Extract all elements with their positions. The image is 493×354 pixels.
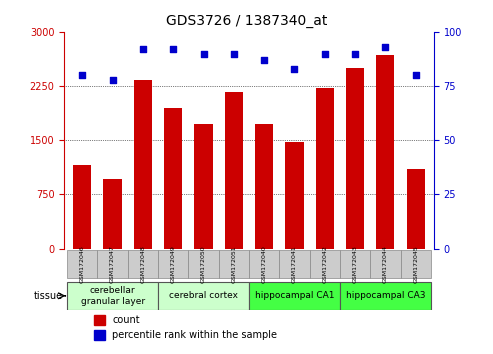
Point [200,51,208,56]
Bar [164,108,182,249]
Point [321,51,329,56]
Bar [255,124,273,249]
Text: GSM172041: GSM172041 [292,245,297,283]
Text: percentile rank within the sample: percentile rank within the sample [112,330,277,340]
FancyBboxPatch shape [249,250,279,278]
FancyBboxPatch shape [279,250,310,278]
Point [78,72,86,78]
FancyBboxPatch shape [340,250,370,278]
Text: GDS3726 / 1387340_at: GDS3726 / 1387340_at [166,14,327,28]
Text: GSM172042: GSM172042 [322,245,327,283]
Bar [316,88,334,249]
FancyBboxPatch shape [128,250,158,278]
Bar [104,178,122,249]
Bar [285,142,304,249]
FancyBboxPatch shape [310,250,340,278]
Text: hippocampal CA3: hippocampal CA3 [346,291,425,300]
Bar [73,166,91,249]
Bar [346,68,364,249]
Point [108,77,116,82]
Text: GSM172043: GSM172043 [352,245,357,283]
Point [412,72,420,78]
FancyBboxPatch shape [249,282,340,309]
Text: hippocampal CA1: hippocampal CA1 [255,291,334,300]
FancyBboxPatch shape [400,250,431,278]
Point [382,44,389,50]
Text: GSM172049: GSM172049 [171,245,176,283]
Text: GSM172050: GSM172050 [201,245,206,282]
Point [169,46,177,52]
FancyBboxPatch shape [67,250,98,278]
FancyBboxPatch shape [340,282,431,309]
FancyBboxPatch shape [370,250,400,278]
Bar [194,124,212,249]
Text: cerebellar
granular layer: cerebellar granular layer [80,286,144,306]
FancyBboxPatch shape [188,250,219,278]
Text: GSM172045: GSM172045 [413,245,418,283]
Point [351,51,359,56]
Text: GSM172047: GSM172047 [110,245,115,283]
Bar [376,55,394,249]
Bar [134,80,152,249]
Text: cerebral cortex: cerebral cortex [169,291,238,300]
Text: tissue: tissue [34,291,63,301]
Text: GSM172044: GSM172044 [383,245,388,283]
FancyBboxPatch shape [98,250,128,278]
Bar [225,92,243,249]
Text: count: count [112,315,140,325]
Bar [407,169,425,249]
Text: GSM172051: GSM172051 [231,245,236,282]
Text: GSM172046: GSM172046 [80,245,85,283]
FancyBboxPatch shape [158,282,249,309]
Point [139,46,147,52]
Text: GSM172040: GSM172040 [262,245,267,283]
FancyBboxPatch shape [158,250,188,278]
FancyBboxPatch shape [219,250,249,278]
Point [290,66,298,72]
Text: GSM172048: GSM172048 [141,245,145,283]
Point [230,51,238,56]
Bar [94,330,105,340]
Bar [94,315,105,325]
FancyBboxPatch shape [67,282,158,309]
Point [260,57,268,63]
